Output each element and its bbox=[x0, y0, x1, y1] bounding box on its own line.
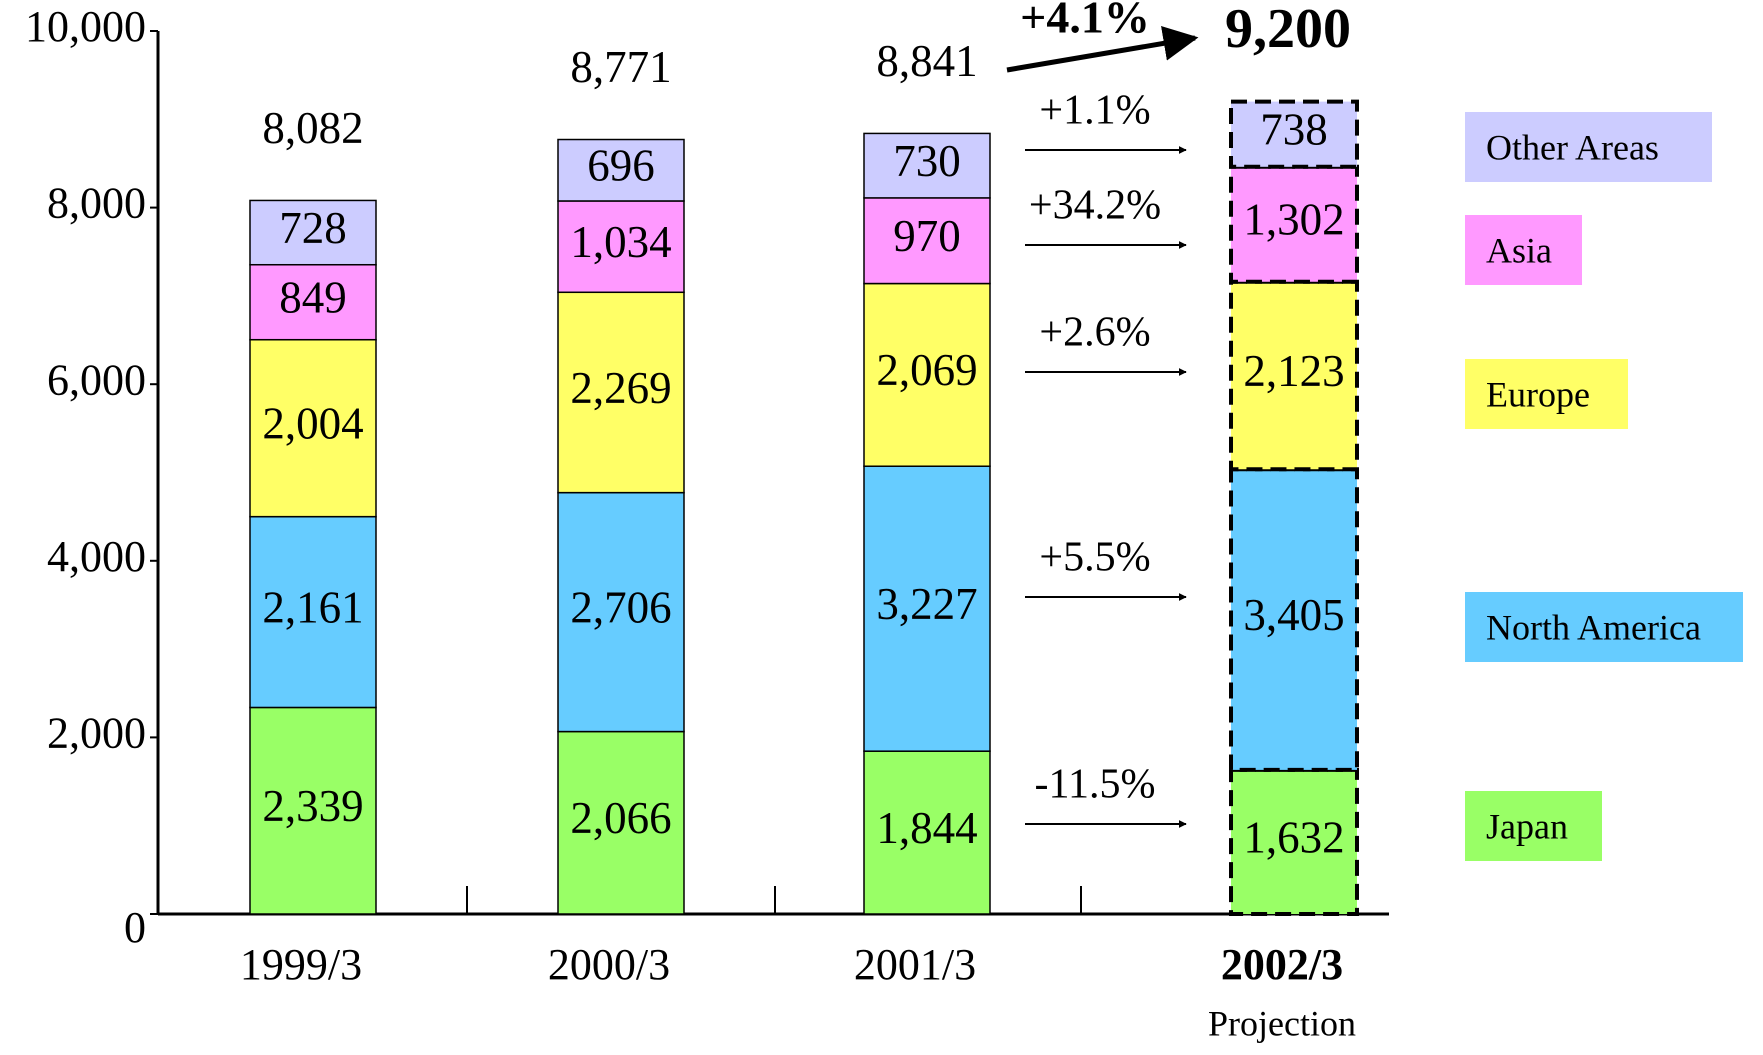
value-label: 3,405 bbox=[1243, 590, 1344, 640]
legend-label: Other Areas bbox=[1486, 127, 1659, 167]
legend-swatch bbox=[1465, 359, 1628, 429]
bar-segment bbox=[557, 491, 685, 733]
value-label: 849 bbox=[279, 273, 347, 323]
value-label: 2,161 bbox=[262, 582, 363, 632]
bar-segment bbox=[249, 263, 377, 341]
growth-label: -11.5% bbox=[1035, 762, 1156, 808]
x-tick-label: 2000/3 bbox=[548, 940, 670, 989]
bar-segment bbox=[1229, 279, 1359, 472]
x-sublabel: Projection bbox=[1208, 1003, 1356, 1043]
value-label: 1,034 bbox=[570, 217, 671, 267]
y-tick-label: 10,000 bbox=[25, 2, 146, 51]
total-growth-arrow bbox=[1006, 26, 1199, 73]
value-label: 2,339 bbox=[262, 781, 363, 831]
legend-swatch bbox=[1465, 112, 1712, 182]
legend-swatch bbox=[1465, 791, 1602, 861]
bar-segment bbox=[557, 138, 685, 202]
total-label: 8,841 bbox=[876, 36, 977, 86]
value-label: 738 bbox=[1260, 105, 1328, 155]
growth-label: +5.5% bbox=[1039, 535, 1150, 581]
legend-label: Japan bbox=[1486, 806, 1568, 846]
bar-segment bbox=[249, 199, 377, 266]
value-label: 1,844 bbox=[876, 803, 977, 853]
total-label: 8,082 bbox=[262, 103, 363, 153]
value-label: 3,227 bbox=[876, 579, 977, 629]
legend-label: North America bbox=[1486, 607, 1701, 647]
value-label: 2,004 bbox=[262, 399, 363, 449]
bar-segment bbox=[249, 515, 377, 709]
value-label: 696 bbox=[587, 141, 655, 191]
value-label: 728 bbox=[279, 203, 347, 253]
value-label: 730 bbox=[893, 136, 961, 186]
value-label: 1,632 bbox=[1243, 812, 1344, 862]
growth-label: +2.6% bbox=[1039, 310, 1150, 356]
y-tick-label: 0 bbox=[124, 903, 146, 952]
value-label: 2,069 bbox=[876, 345, 977, 395]
y-tick-label: 4,000 bbox=[47, 532, 146, 581]
bar-segment bbox=[863, 465, 991, 752]
bar-segment bbox=[249, 338, 377, 518]
legend-swatch bbox=[1465, 215, 1582, 285]
value-label: 1,302 bbox=[1243, 195, 1344, 245]
legend-label: Europe bbox=[1486, 374, 1590, 414]
value-label: 970 bbox=[893, 211, 961, 261]
bar-segment bbox=[557, 200, 685, 294]
bar-segment bbox=[1229, 467, 1359, 772]
total-growth-label: +4.1% bbox=[1020, 0, 1150, 43]
legend-label: Asia bbox=[1486, 230, 1552, 270]
y-tick-label: 6,000 bbox=[47, 355, 146, 404]
legend-swatch bbox=[1465, 592, 1743, 662]
x-tick-label: 2002/3 bbox=[1221, 940, 1343, 989]
bar-segment bbox=[863, 750, 991, 915]
bar-segment bbox=[1229, 767, 1359, 917]
bar-segment bbox=[1229, 99, 1359, 169]
y-tick-label: 8,000 bbox=[47, 179, 146, 228]
x-tick-label: 2001/3 bbox=[854, 940, 976, 989]
total-label: 8,771 bbox=[570, 42, 671, 92]
value-label: 2,706 bbox=[570, 582, 671, 632]
growth-label: +34.2% bbox=[1029, 183, 1161, 229]
value-label: 2,123 bbox=[1243, 346, 1344, 396]
value-label: 2,269 bbox=[570, 363, 671, 413]
bar-segment bbox=[557, 291, 685, 494]
x-tick-label: 1999/3 bbox=[240, 940, 362, 989]
total-label: 9,200 bbox=[1225, 0, 1351, 60]
bar-segment bbox=[863, 132, 991, 199]
growth-label: +1.1% bbox=[1039, 88, 1150, 134]
value-label: 2,066 bbox=[570, 793, 671, 843]
y-tick-label: 2,000 bbox=[47, 708, 146, 757]
bar-segment bbox=[249, 706, 377, 915]
bar-segment bbox=[863, 282, 991, 467]
